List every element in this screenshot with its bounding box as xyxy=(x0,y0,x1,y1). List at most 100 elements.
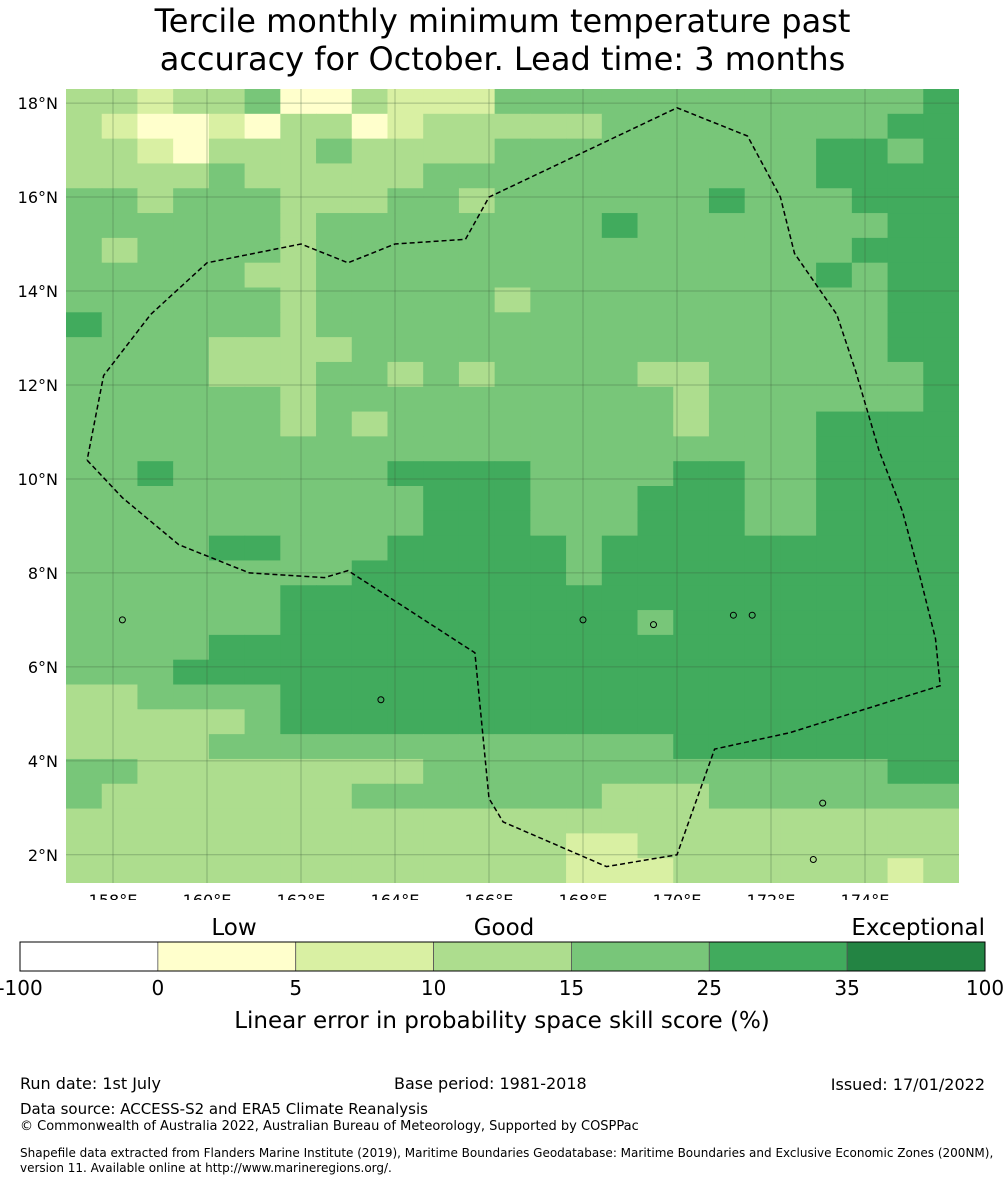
skill-cell xyxy=(673,361,710,388)
skill-cell xyxy=(530,510,567,537)
colorbar-tick-label: -100 xyxy=(0,976,43,1000)
skill-cell xyxy=(530,188,567,214)
skill-cell xyxy=(923,89,959,115)
skill-cell xyxy=(494,486,531,512)
skill-cell xyxy=(708,659,746,686)
gridlines xyxy=(66,89,959,883)
skill-cell xyxy=(708,188,746,214)
skill-cell xyxy=(66,213,103,239)
skill-cell xyxy=(744,213,781,239)
skill-cell xyxy=(530,610,567,636)
skill-cell xyxy=(601,486,639,512)
skill-cell xyxy=(173,411,210,437)
skill-cell xyxy=(816,560,853,586)
skill-cell xyxy=(316,858,353,883)
skill-cell xyxy=(423,535,460,562)
skill-cell xyxy=(923,659,959,686)
skill-cell xyxy=(673,486,710,512)
skill-cell xyxy=(494,734,531,760)
skill-cell xyxy=(851,510,889,537)
skill-cell xyxy=(137,436,174,462)
skill-cell xyxy=(316,436,353,462)
skill-cell xyxy=(173,510,210,537)
shapefile-credit-2: version 11. Available online at http://w… xyxy=(20,1161,392,1175)
lat-tick-label: 14°N xyxy=(18,282,58,301)
skill-cell xyxy=(566,560,603,586)
skill-cell xyxy=(851,758,889,785)
skill-cell xyxy=(173,486,210,512)
skill-cell xyxy=(423,684,460,710)
skill-cell xyxy=(458,436,496,462)
skill-cell xyxy=(244,237,281,264)
skill-cell xyxy=(66,138,103,165)
skill-cell xyxy=(744,783,781,810)
skill-cell xyxy=(458,510,496,537)
skill-cell xyxy=(137,510,174,537)
colorbar-tick-label: 100 xyxy=(966,976,1004,1000)
skill-cell xyxy=(530,262,567,289)
skill-cell xyxy=(208,312,246,338)
skill-cell xyxy=(816,783,853,810)
skill-cell xyxy=(101,634,139,661)
skill-cell xyxy=(887,411,924,437)
skill-cell xyxy=(458,113,496,140)
skill-cell xyxy=(637,237,674,264)
skill-cell xyxy=(280,138,317,165)
skill-cell xyxy=(887,113,924,140)
skill-cell xyxy=(137,634,174,661)
skill-cell xyxy=(244,585,281,611)
skill-cell xyxy=(673,386,710,413)
skill-cell xyxy=(494,237,531,264)
skill-cell xyxy=(601,659,639,686)
skill-cell xyxy=(316,461,353,487)
skill-cell xyxy=(66,188,103,214)
skill-cell xyxy=(887,262,924,289)
skill-cell xyxy=(673,287,710,313)
skill-cell xyxy=(530,585,567,611)
skill-cell xyxy=(66,758,103,785)
skill-cell xyxy=(530,684,567,710)
skill-cell xyxy=(316,560,353,586)
skill-cell xyxy=(816,287,853,313)
skill-cell xyxy=(887,758,924,785)
skill-cell xyxy=(458,386,496,413)
skill-cell xyxy=(494,808,531,834)
skill-cell xyxy=(530,411,567,437)
skill-cell xyxy=(923,138,959,165)
skill-cell xyxy=(387,634,424,661)
lon-tick-label: 158°E xyxy=(89,891,138,900)
skill-cell xyxy=(280,163,317,189)
skill-cell xyxy=(780,436,817,462)
skill-cell xyxy=(673,783,710,810)
skill-cell xyxy=(816,113,853,140)
skill-cell xyxy=(923,113,959,140)
skill-cell xyxy=(423,89,460,115)
skill-cell xyxy=(387,684,424,710)
skill-cell xyxy=(566,734,603,760)
skill-cell xyxy=(316,411,353,437)
skill-cell xyxy=(316,361,353,388)
skill-cell xyxy=(494,684,531,710)
skill-cell xyxy=(816,188,853,214)
skill-cell xyxy=(601,411,639,437)
skill-cell xyxy=(244,808,281,834)
skill-cell xyxy=(601,188,639,214)
skill-cell xyxy=(637,361,674,388)
skill-cell xyxy=(637,411,674,437)
skill-cell xyxy=(923,510,959,537)
skill-cell xyxy=(280,188,317,214)
skill-cell xyxy=(423,312,460,338)
skill-cell xyxy=(101,858,139,883)
skill-cell xyxy=(208,535,246,562)
title-line-2: accuracy for October. Lead time: 3 month… xyxy=(159,40,846,78)
skill-cell xyxy=(780,510,817,537)
skill-cell xyxy=(566,361,603,388)
skill-cell xyxy=(887,312,924,338)
skill-cell xyxy=(601,684,639,710)
skill-cell xyxy=(708,510,746,537)
skill-cell xyxy=(744,337,781,363)
skill-cell xyxy=(780,684,817,710)
skill-cell xyxy=(708,89,746,115)
skill-cell xyxy=(173,659,210,686)
skill-cell xyxy=(530,535,567,562)
